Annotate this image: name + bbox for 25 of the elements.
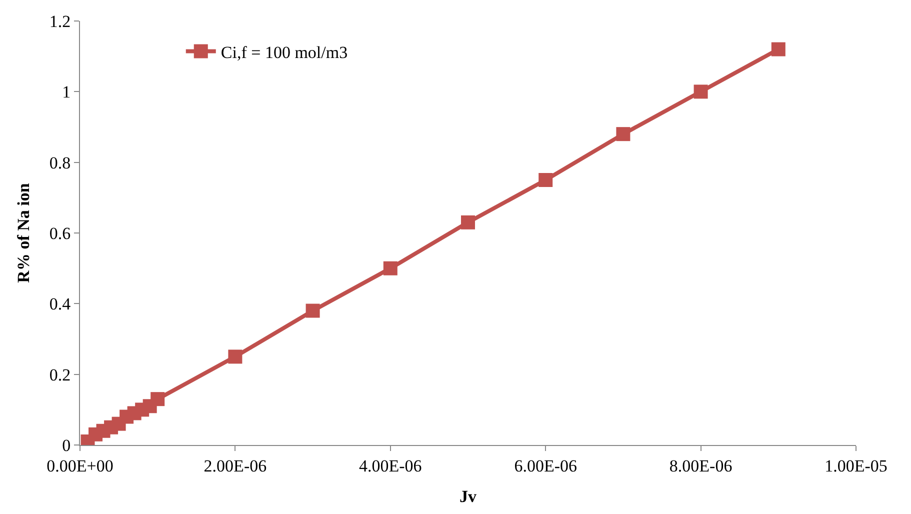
x-tick-label: 0.00E+00 xyxy=(46,456,114,476)
point xyxy=(538,173,553,187)
point xyxy=(150,392,165,406)
y-tick-label: 0.6 xyxy=(49,224,71,243)
point xyxy=(616,127,630,142)
y-axis-title: R% of Na ion xyxy=(14,182,33,283)
point xyxy=(461,215,475,230)
point xyxy=(306,304,320,318)
point xyxy=(228,350,242,364)
x-axis-title: Jv xyxy=(460,486,477,506)
point xyxy=(771,42,786,56)
y-tick-label: 0.2 xyxy=(49,365,71,384)
y-tick-label: 1.2 xyxy=(49,12,71,31)
y-tick-label: 0.4 xyxy=(49,294,72,314)
x-tick-label: 6.00E-06 xyxy=(514,456,577,476)
x-tick-label: 4.00E-06 xyxy=(359,456,422,476)
y-tick-label: 0.8 xyxy=(49,153,71,172)
point xyxy=(383,261,398,276)
x-tick-label: 2.00E-06 xyxy=(204,456,267,476)
x-tick-label: 1.00E-05 xyxy=(824,456,888,476)
y-tick-label: 0 xyxy=(62,436,71,455)
point xyxy=(694,84,708,99)
x-tick-label: 8.00E-06 xyxy=(669,456,732,476)
legend-label: Ci,f = 100 mol/m3 xyxy=(220,42,348,62)
y-tick-label: 1 xyxy=(62,82,71,102)
